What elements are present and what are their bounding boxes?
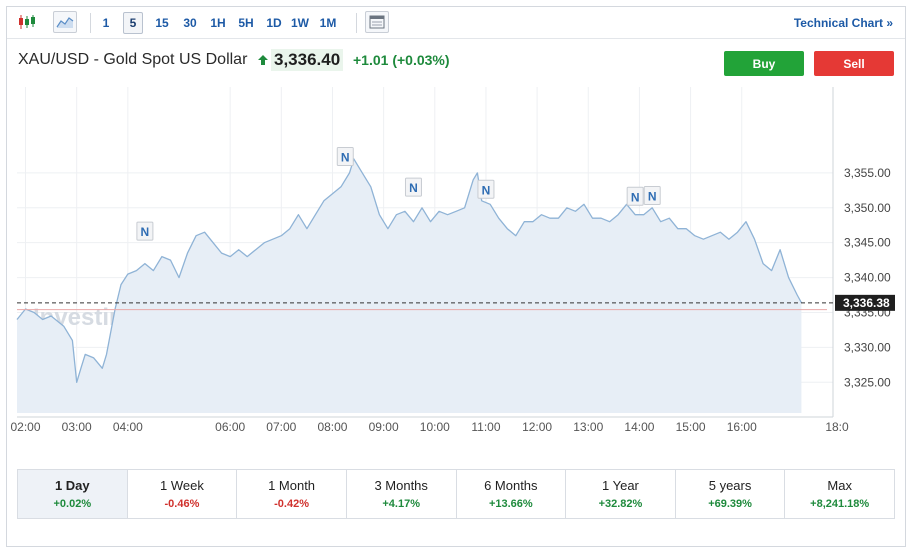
timeframe-1m[interactable]: 1M [319, 16, 337, 30]
price-area-fill [17, 158, 802, 413]
up-arrow-icon [258, 55, 268, 65]
last-price-label: 3,336.38 [843, 296, 890, 310]
period-label: 1 Year [602, 478, 639, 493]
x-tick-label: 06:00 [215, 420, 245, 434]
news-marker [404, 177, 422, 197]
x-tick-label: 13:00 [573, 420, 603, 434]
x-tick-label: 18:0 [825, 420, 849, 434]
period-label: 6 Months [484, 478, 538, 493]
timeframe-1[interactable]: 1 [102, 16, 110, 30]
period-change: +0.02% [53, 498, 92, 510]
news-marker [336, 146, 354, 166]
timeframe-1h[interactable]: 1H [210, 16, 226, 30]
timeframe-1d[interactable]: 1D [266, 16, 282, 30]
instrument-title: XAU/USD - Gold Spot US Dollar [18, 51, 248, 68]
x-tick-label: 08:00 [317, 420, 347, 434]
period-change: +69.39% [708, 498, 752, 510]
period-label: 1 Month [268, 478, 316, 493]
period-performance-table: 1 Day +0.02% 1 Week -0.46% 1 Month -0.42% 3 Mo… [17, 469, 895, 519]
period-5-years[interactable]: 5 years +69.39% [676, 470, 786, 518]
news-marker [626, 186, 644, 206]
y-tick-label: 3,340.00 [844, 271, 891, 285]
period-max[interactable]: Max +8,241.18% [785, 470, 894, 518]
x-tick-label: 14:00 [624, 420, 654, 434]
price-change: +1.01 (+0.03%) [353, 52, 450, 68]
news-marker-label: N [482, 183, 491, 197]
period-label: 1 Week [160, 478, 204, 493]
period-label: 5 years [708, 478, 752, 493]
news-marker-label: N [341, 150, 350, 164]
x-tick-label: 07:00 [266, 420, 296, 434]
x-tick-label: 03:00 [62, 420, 92, 434]
x-tick-label: 11:00 [471, 420, 500, 434]
calendar-icon[interactable] [365, 11, 389, 33]
period-change: +32.82% [598, 498, 643, 510]
timeframe-30[interactable]: 30 [183, 16, 197, 30]
x-tick-label: 16:00 [727, 420, 757, 434]
period-1-week[interactable]: 1 Week -0.46% [128, 470, 238, 518]
period-change: -0.46% [164, 498, 200, 510]
buy-button[interactable]: Buy [724, 51, 804, 76]
toolbar-divider [356, 13, 357, 33]
period-change: +13.66% [488, 498, 533, 510]
chart-widget: 1 5 15 30 1H 5H 1D 1W 1M Technical Chart » XAU/U… [6, 6, 906, 547]
timeframe-15[interactable]: 15 [155, 16, 169, 30]
period-label: 1 Day [54, 478, 90, 493]
period-label: 3 Months [374, 478, 428, 493]
period-label: Max [827, 478, 852, 493]
period-1-day[interactable]: 1 Day +0.02% [18, 470, 128, 518]
candlestick-icon[interactable] [15, 11, 39, 33]
news-marker-label: N [648, 190, 657, 204]
price-chart[interactable]: 02:00 03:00 04:00 06:00 07:00 08:00 09:00 10:00… [7, 7, 905, 447]
chart-toolbar: 1 5 15 30 1H 5H 1D 1W 1M Technical Chart » [7, 7, 905, 39]
y-tick-label: 3,325.00 [844, 375, 891, 389]
x-tick-label: 04:00 [113, 420, 143, 434]
period-change: -0.42% [274, 498, 309, 510]
news-marker-label: N [141, 225, 150, 239]
news-marker [477, 179, 495, 199]
sell-button[interactable]: Sell [814, 51, 894, 76]
timeframe-5h[interactable]: 5H [238, 16, 254, 30]
period-3-months[interactable]: 3 Months +4.17% [347, 470, 457, 518]
technical-chart-link[interactable]: Technical Chart » [793, 16, 893, 30]
y-tick-label: 3,350.00 [844, 201, 891, 215]
news-marker-label: N [409, 181, 418, 195]
x-tick-label: 15:00 [676, 420, 706, 434]
x-tick-label: 12:00 [522, 420, 552, 434]
period-change: +8,241.18% [810, 498, 870, 510]
price-line [16, 158, 802, 383]
last-price: 3,336.40 [271, 49, 344, 71]
period-6-months[interactable]: 6 Months +13.66% [457, 470, 567, 518]
news-marker [136, 221, 154, 241]
timeframe-5[interactable]: 5 [123, 12, 143, 34]
period-1-month[interactable]: 1 Month -0.42% [237, 470, 347, 518]
x-tick-label: 10:00 [420, 420, 450, 434]
y-tick-label: 3,330.00 [844, 340, 891, 354]
timeframe-1w[interactable]: 1W [291, 16, 309, 30]
y-tick-label: 3,345.00 [844, 236, 891, 250]
period-change: +4.17% [382, 498, 420, 510]
last-price-tag [835, 294, 895, 311]
x-tick-label: 09:00 [369, 420, 399, 434]
toolbar-divider [90, 13, 91, 33]
news-marker-label: N [631, 190, 640, 204]
news-marker [643, 186, 661, 206]
y-tick-label: 3,355.00 [844, 166, 891, 180]
period-1-year[interactable]: 1 Year +32.82% [566, 470, 676, 518]
area-chart-icon[interactable] [53, 11, 77, 33]
x-tick-label: 02:00 [11, 420, 41, 434]
